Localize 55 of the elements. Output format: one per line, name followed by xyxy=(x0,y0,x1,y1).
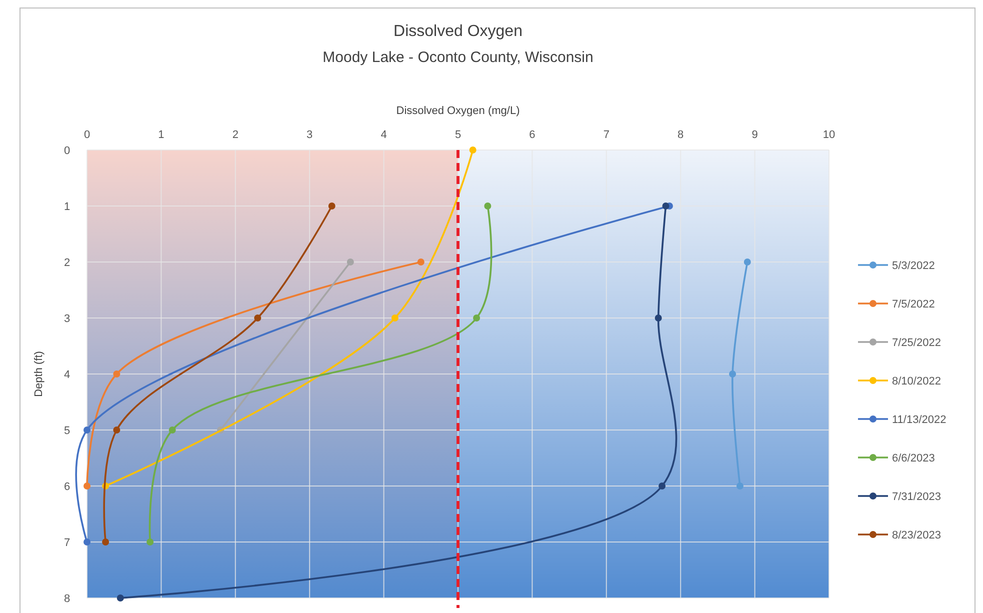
point xyxy=(346,258,354,266)
x-tick-label: 9 xyxy=(752,129,758,141)
legend-label: 7/31/2023 xyxy=(892,491,941,503)
y-tick-label: 1 xyxy=(64,201,70,213)
point xyxy=(168,426,176,434)
point xyxy=(113,370,120,378)
point xyxy=(469,146,476,154)
x-tick-label: 10 xyxy=(822,129,836,141)
legend-label: 7/25/2022 xyxy=(892,337,941,349)
y-tick-label: 6 xyxy=(64,481,70,493)
point xyxy=(736,482,744,490)
y-tick-label: 4 xyxy=(64,369,70,381)
x-tick-label: 6 xyxy=(529,129,536,141)
point xyxy=(729,370,736,378)
legend-label: 7/5/2022 xyxy=(892,298,935,310)
legend-label: 8/10/2022 xyxy=(892,376,941,388)
legend-label: 6/6/2023 xyxy=(892,452,935,464)
point xyxy=(417,258,424,266)
point xyxy=(146,538,154,546)
point xyxy=(84,538,90,546)
y-tick-label: 3 xyxy=(64,313,70,325)
x-tick-label: 1 xyxy=(158,129,164,141)
legend-label: 8/23/2023 xyxy=(892,530,941,542)
point xyxy=(654,314,662,322)
x-tick-label: 5 xyxy=(454,129,462,141)
point xyxy=(84,482,90,490)
point xyxy=(84,426,90,434)
x-tick-label: 3 xyxy=(306,129,313,141)
x-tick-label: 0 xyxy=(84,129,90,141)
point xyxy=(116,594,124,602)
point xyxy=(484,202,492,210)
legend-label: 11/13/2022 xyxy=(892,414,946,426)
y-tick-label: 7 xyxy=(64,537,70,549)
point xyxy=(391,314,398,322)
point xyxy=(328,202,336,210)
point xyxy=(254,314,262,322)
point xyxy=(473,314,480,322)
y-tick-label: 8 xyxy=(64,593,70,605)
x-tick-label: 2 xyxy=(232,129,238,141)
chart-subtitle: Moody Lake - Oconto County, Wisconsin xyxy=(322,49,594,66)
y-tick-label: 2 xyxy=(64,257,70,269)
x-axis-title: Dissolved Oxygen (mg/L) xyxy=(396,105,520,117)
point xyxy=(662,202,670,210)
x-tick-label: 8 xyxy=(678,129,684,141)
point xyxy=(658,482,666,490)
point xyxy=(744,258,751,266)
y-tick-label: 0 xyxy=(64,145,70,157)
point xyxy=(113,426,120,434)
y-tick-label: 5 xyxy=(64,425,70,437)
chart-title: Dissolved Oxygen xyxy=(394,23,522,40)
x-tick-label: 4 xyxy=(380,129,387,141)
y-axis-title: Depth (ft) xyxy=(33,351,45,397)
x-tick-label: 7 xyxy=(603,129,610,141)
point xyxy=(102,538,110,546)
legend-label: 5/3/2022 xyxy=(892,260,935,272)
